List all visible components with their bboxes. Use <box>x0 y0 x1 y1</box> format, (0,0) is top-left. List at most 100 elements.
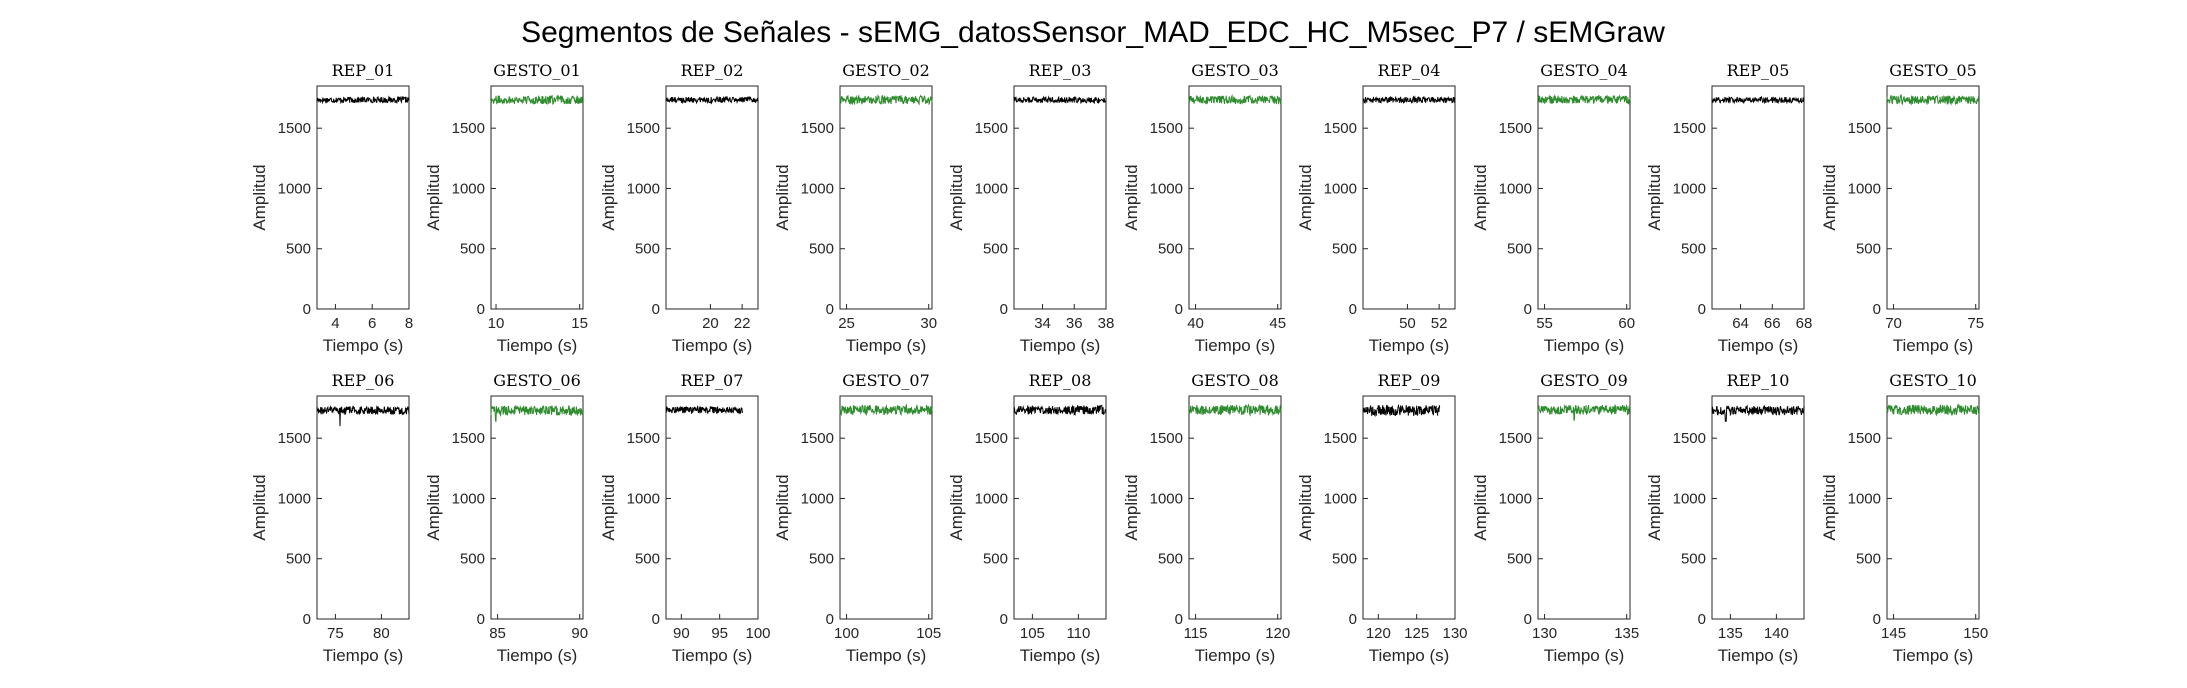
panel-3-ytick-label: 1500 <box>627 120 660 137</box>
panel-5-ytick-label: 1000 <box>975 180 1008 197</box>
panel-15-ytick-label: 1000 <box>975 490 1008 507</box>
panel-13-ytick-label: 0 <box>652 611 660 628</box>
panel-9-xtick-label: 66 <box>1764 315 1781 332</box>
panel-14-title: GESTO_07 <box>842 371 930 390</box>
panel-20-xtick-label: 145 <box>1881 625 1906 642</box>
panel-15-ytick-label: 500 <box>983 551 1008 568</box>
panel-17-xlabel: Tiempo (s) <box>1369 646 1450 665</box>
panel-9-ytick-label: 500 <box>1681 241 1706 258</box>
panel-15-ytick-label: 0 <box>1000 611 1008 628</box>
panel-4-xlabel: Tiempo (s) <box>846 336 927 355</box>
panel-6-ylabel: Amplitud <box>1122 164 1141 230</box>
panel-12-title: GESTO_06 <box>493 371 581 390</box>
panel-20-axes-box <box>1886 395 1980 620</box>
panel-18-ytick-label: 500 <box>1507 551 1532 568</box>
panel-20-signal-line <box>1886 403 1980 417</box>
panel-11-xtick-label: 75 <box>327 625 344 642</box>
panel-12-xtick-label: 85 <box>489 625 506 642</box>
panel-17-ylabel: Amplitud <box>1296 474 1315 540</box>
panel-18-xtick-label: 130 <box>1532 625 1557 642</box>
panel-8-ytick-label: 500 <box>1507 241 1532 258</box>
panel-8-xtick-label: 60 <box>1618 315 1635 332</box>
panel-10-ytick-label: 500 <box>1856 241 1881 258</box>
panel-7-ylabel: Amplitud <box>1296 164 1315 230</box>
panel-18-signal-line <box>1537 403 1631 421</box>
panel-1-ytick-label: 500 <box>286 241 311 258</box>
panel-9-ytick-label: 1500 <box>1673 120 1706 137</box>
panel-18: GESTO_09 0 500 1000 1500 130 135 Tiempo (s) Ampl… <box>1471 371 1639 665</box>
panel-12-signal-line <box>490 404 584 422</box>
panel-10-ytick-label: 1000 <box>1848 180 1881 197</box>
panel-8-xlabel: Tiempo (s) <box>1544 336 1625 355</box>
panel-14-ylabel: Amplitud <box>773 474 792 540</box>
panel-18-xlabel: Tiempo (s) <box>1544 646 1625 665</box>
panel-10-xlabel: Tiempo (s) <box>1893 336 1974 355</box>
panel-16-title: GESTO_08 <box>1191 371 1279 390</box>
panel-18-ytick-label: 1000 <box>1499 490 1532 507</box>
panel-6-axes-box <box>1188 85 1282 310</box>
panel-9-ylabel: Amplitud <box>1645 164 1664 230</box>
panel-1-xtick-label: 6 <box>368 315 376 332</box>
panel-9-ytick-label: 1000 <box>1673 180 1706 197</box>
panel-4-axes-box <box>839 85 933 310</box>
panel-19-axes-box <box>1711 395 1805 620</box>
panel-12: GESTO_06 0 500 1000 1500 85 90 Tiempo (s) Amplit… <box>424 371 588 665</box>
panel-12-xlabel: Tiempo (s) <box>497 646 578 665</box>
panel-11-ytick-label: 0 <box>303 611 311 628</box>
panel-17-axes-box <box>1362 395 1456 620</box>
panel-4-xtick-label: 30 <box>920 315 937 332</box>
panel-13-title: REP_07 <box>681 371 744 390</box>
panel-9-xtick-label: 68 <box>1796 315 1813 332</box>
figure-title: Segmentos de Señales - sEMG_datosSensor_… <box>521 16 1665 49</box>
panel-14-ytick-label: 1500 <box>801 430 834 447</box>
panel-5-xtick-label: 38 <box>1098 315 1115 332</box>
panel-1-ytick-label: 1000 <box>278 180 311 197</box>
panel-6-ytick-label: 1000 <box>1150 180 1183 197</box>
panel-4-ylabel: Amplitud <box>773 164 792 230</box>
panel-20-ytick-label: 500 <box>1856 551 1881 568</box>
panel-5-xtick-label: 36 <box>1066 315 1083 332</box>
panel-2-ytick-label: 1500 <box>452 120 485 137</box>
panel-7-ytick-label: 500 <box>1332 241 1357 258</box>
panel-17-xtick-label: 125 <box>1404 625 1429 642</box>
panel-16-ytick-label: 1000 <box>1150 490 1183 507</box>
panel-3-signal-line <box>665 95 759 105</box>
panel-16-xtick-label: 120 <box>1265 625 1290 642</box>
panel-17-xtick-label: 130 <box>1442 625 1467 642</box>
panel-1-ylabel: Amplitud <box>250 164 269 230</box>
panel-6-xlabel: Tiempo (s) <box>1195 336 1276 355</box>
panel-2-ylabel: Amplitud <box>424 164 443 230</box>
panel-13-ytick-label: 1500 <box>627 430 660 447</box>
panel-9-axes-box <box>1711 85 1805 310</box>
panel-1-axes-box <box>316 85 410 310</box>
panel-10-xtick-label: 70 <box>1885 315 1902 332</box>
panel-18-ytick-label: 1500 <box>1499 430 1532 447</box>
panel-12-ytick-label: 500 <box>460 551 485 568</box>
panel-7-xlabel: Tiempo (s) <box>1369 336 1450 355</box>
panel-2-xlabel: Tiempo (s) <box>497 336 578 355</box>
panel-3-title: REP_02 <box>681 61 744 80</box>
panel-9-xtick-label: 64 <box>1732 315 1749 332</box>
panel-5-ytick-label: 0 <box>1000 301 1008 318</box>
panel-11: REP_06 0 500 1000 1500 75 80 Tiempo (s) Amplitud <box>250 371 410 665</box>
panel-19-xlabel: Tiempo (s) <box>1718 646 1799 665</box>
panel-15-axes-box <box>1013 395 1107 620</box>
panel-19: REP_10 0 500 1000 1500 135 140 Tiempo (s) Amplit… <box>1645 371 1805 665</box>
panel-5-ytick-label: 1500 <box>975 120 1008 137</box>
panel-9-xlabel: Tiempo (s) <box>1718 336 1799 355</box>
panel-3-ytick-label: 500 <box>635 241 660 258</box>
panel-12-xtick-label: 90 <box>571 625 588 642</box>
panel-19-signal-line <box>1711 404 1805 422</box>
panel-11-ylabel: Amplitud <box>250 474 269 540</box>
panel-9-title: REP_05 <box>1727 61 1790 80</box>
panel-9-ytick-label: 0 <box>1698 301 1706 318</box>
panel-16: GESTO_08 0 500 1000 1500 115 120 Tiempo (s) Ampl… <box>1122 371 1290 665</box>
panel-4-ytick-label: 1500 <box>801 120 834 137</box>
panel-13-signal-line <box>665 405 744 415</box>
panel-6-xtick-label: 45 <box>1269 315 1286 332</box>
panel-8-ytick-label: 1000 <box>1499 180 1532 197</box>
panel-7-ytick-label: 0 <box>1349 301 1357 318</box>
panel-2-title: GESTO_01 <box>493 61 581 80</box>
panel-20-ytick-label: 1500 <box>1848 430 1881 447</box>
panel-19-ytick-label: 1000 <box>1673 490 1706 507</box>
